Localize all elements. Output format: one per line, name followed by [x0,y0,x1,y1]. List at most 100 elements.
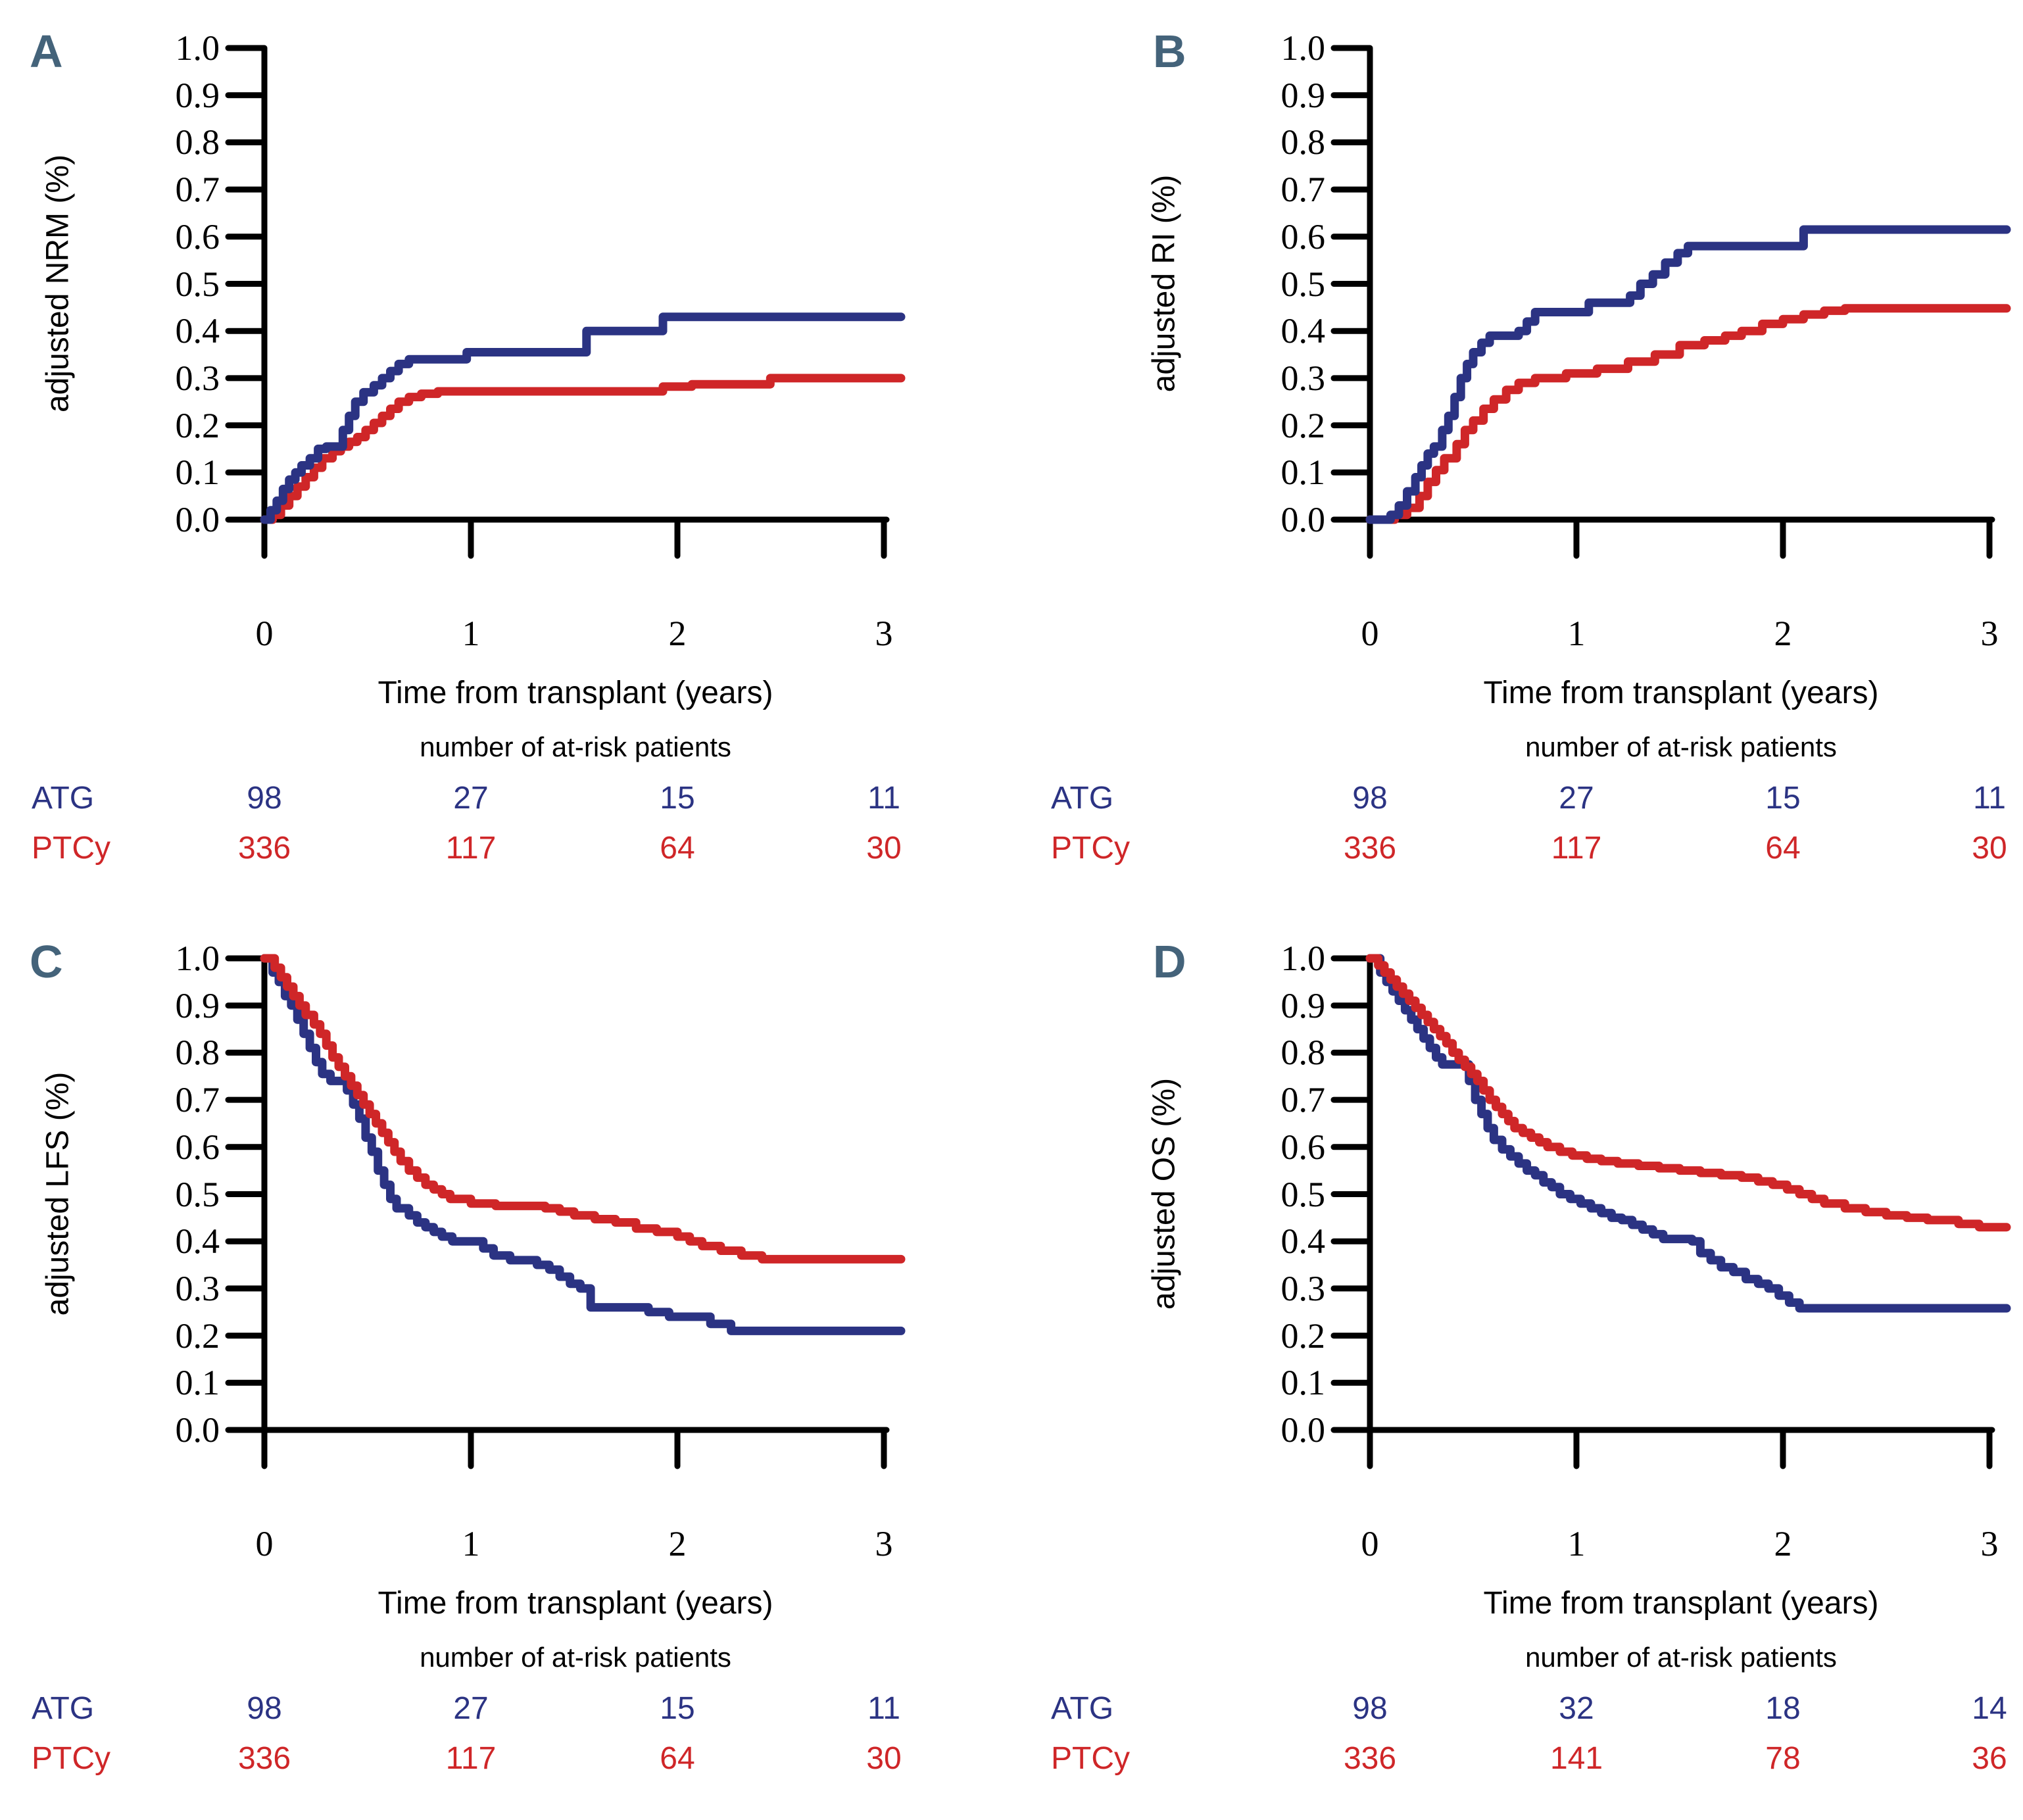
km-plot-nrm [225,45,906,559]
y-tick-label: 0.7 [175,170,220,210]
at-risk-count: 30 [866,831,902,866]
y-axis-title-lfs: adjusted LFS (%) [40,1071,76,1316]
x-tick-label: 3 [875,1524,893,1563]
y-tick-label: 0.6 [1280,216,1326,257]
curve-atg [1365,954,2011,1313]
curve-atg [1365,225,2011,524]
y-tick-label: 0.9 [1280,75,1326,115]
y-tick-label: 0.5 [175,264,220,304]
y-tick-label: 0.6 [175,1127,220,1167]
km-plot-os [1330,954,2011,1469]
at-risk-heading: number of at-risk patients [1525,1642,1837,1673]
curve-ptcy [260,374,906,524]
panel-letter-c: C [30,936,63,987]
y-tick-label: 0.6 [1280,1127,1326,1167]
at-risk-count: 18 [1765,1691,1801,1726]
at-risk-row-label-ptcy: PTCy [1051,1741,1130,1776]
at-risk-count: 98 [1352,1691,1388,1726]
at-risk-count: 117 [445,1741,497,1776]
at-risk-row-label-ptcy: PTCy [32,1741,110,1776]
y-tick-label: 1.0 [175,28,220,68]
at-risk-count: 336 [1343,1741,1397,1776]
x-tick-label: 2 [668,1524,687,1563]
axes [1330,955,1995,1469]
at-risk-count: 11 [867,781,900,816]
at-risk-count: 64 [1765,831,1801,866]
x-tick-label: 1 [1567,614,1586,653]
y-tick-label: 0.6 [175,216,220,257]
y-tick-label: 0.9 [175,75,220,115]
x-tick-label: 3 [1980,614,1999,653]
y-tick-label: 0.5 [1280,264,1326,304]
y-tick-label: 0.4 [175,311,220,351]
y-tick-label: 0.8 [175,1033,220,1073]
km-plot-lfs [225,954,906,1469]
x-tick-label: 0 [1361,614,1379,653]
curve-ptcy [1365,304,2011,524]
at-risk-count: 27 [1559,781,1594,816]
at-risk-heading: number of at-risk patients [1525,731,1837,762]
at-risk-count: 11 [867,1691,900,1726]
y-tick-label: 0.1 [1280,453,1326,493]
y-tick-label: 0.3 [1280,358,1326,398]
y-tick-label: 0.5 [1280,1174,1326,1214]
curve-atg [260,954,906,1335]
y-tick-label: 0.4 [175,1221,220,1262]
y-tick-label: 0.2 [175,405,220,445]
km-plot-ri [1330,45,2011,559]
y-tick-label: 0.9 [175,985,220,1025]
at-risk-count: 336 [1343,831,1397,866]
y-tick-label: 0.0 [1280,1410,1326,1450]
y-tick-label: 0.4 [1280,311,1326,351]
at-risk-count: 64 [660,1741,695,1776]
at-risk-count: 14 [1972,1691,2007,1726]
axes [1330,45,1995,559]
at-risk-row-label-ptcy: PTCy [1051,831,1130,866]
at-risk-count: 30 [866,1741,902,1776]
at-risk-count: 98 [247,781,282,816]
curve-ptcy [1365,954,2011,1232]
at-risk-count: 98 [247,1691,282,1726]
axes [225,45,890,559]
at-risk-count: 141 [1549,1741,1603,1776]
panel-b-ri: B adjusted RI (%) 1.0 0.9 0.8 0.7 0.6 0.5 0.4 0… [1012,0,2023,910]
at-risk-count: 32 [1559,1691,1594,1726]
y-tick-label: 0.3 [1280,1268,1326,1308]
y-tick-label: 0.0 [175,1410,220,1450]
y-axis-title-ri: adjusted RI (%) [1146,174,1182,393]
x-tick-label: 0 [255,1524,274,1563]
at-risk-count: 36 [1972,1741,2007,1776]
y-tick-label: 0.4 [1280,1221,1326,1262]
at-risk-count: 98 [1352,781,1388,816]
x-tick-label: 2 [1774,614,1792,653]
at-risk-count: 64 [660,831,695,866]
y-tick-label: 0.3 [175,1268,220,1308]
y-tick-label: 0.2 [175,1316,220,1356]
panel-letter-d: D [1153,936,1186,987]
x-axis-title: Time from transplant (years) [1483,1586,1879,1621]
x-tick-label: 3 [1980,1524,1999,1563]
y-tick-label: 0.8 [175,122,220,162]
at-risk-count: 336 [237,831,291,866]
y-tick-label: 0.7 [1280,1080,1326,1120]
y-tick-label: 1.0 [175,939,220,978]
y-tick-label: 0.2 [1280,1316,1326,1356]
y-tick-label: 0.8 [1280,1033,1326,1073]
y-tick-label: 0.9 [1280,985,1326,1025]
x-tick-label: 2 [1774,1524,1792,1563]
at-risk-row-label-atg: ATG [32,781,95,816]
at-risk-count: 117 [1551,831,1602,866]
at-risk-count: 11 [1973,781,2006,816]
y-tick-label: 0.8 [1280,122,1326,162]
at-risk-count: 15 [660,781,695,816]
x-tick-label: 3 [875,614,893,653]
panel-c-lfs: C adjusted LFS (%) 1.0 0.9 0.8 0.7 0.6 0.5 0.4… [0,910,1012,1820]
panel-letter-a: A [30,26,63,77]
at-risk-count: 336 [237,1741,291,1776]
at-risk-count: 15 [1765,781,1801,816]
at-risk-count: 30 [1972,831,2007,866]
y-tick-label: 0.3 [175,358,220,398]
x-tick-label: 1 [1567,1524,1586,1563]
y-tick-label: 0.1 [175,453,220,493]
